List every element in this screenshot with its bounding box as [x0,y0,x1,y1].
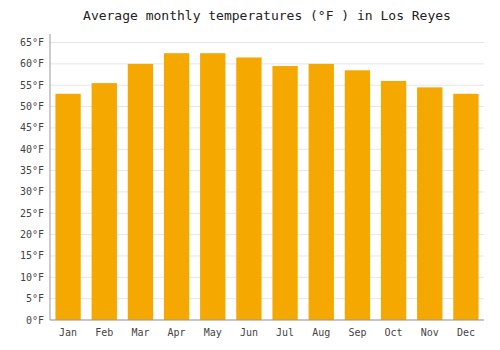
bar [92,83,117,320]
x-tick-label: Apr [168,327,186,338]
x-tick-label: May [204,327,222,338]
grid-line [50,320,484,321]
title: Average monthly temperatures (°F ) in Lo… [83,8,451,23]
x-tick-label: Jul [276,327,294,338]
chart-container: Average monthly temperatures (°F ) in Lo… [0,0,500,350]
x-tick-label: Nov [421,327,439,338]
grid-line [50,63,484,64]
bar [128,64,153,320]
x-tick-label: Oct [385,327,403,338]
y-tick-label: 10°F [20,272,44,283]
y-tick-label: 35°F [20,165,44,176]
bar [417,87,442,320]
bar [164,53,189,320]
y-tick-label: 15°F [20,250,44,261]
x-tick-label: Sep [348,327,366,338]
bar [345,70,370,320]
y-tick-label: 40°F [20,144,44,155]
y-tick-label: 20°F [20,229,44,240]
y-tick-label: 60°F [20,58,44,69]
x-tick-label: Jun [240,327,258,338]
y-tick-label: 25°F [20,208,44,219]
bars [55,53,478,320]
y-tick-label: 30°F [20,186,44,197]
y-tick-label: 45°F [20,122,44,133]
x-tick-label: Dec [457,327,475,338]
y-tick-label: 5°F [26,293,44,304]
x-tick-label: Aug [312,327,330,338]
bar [55,94,80,320]
x-axis-line [50,320,484,321]
grid-line [50,42,484,43]
y-tick-label: 65°F [20,37,44,48]
y-tick-label: 55°F [20,80,44,91]
bar [381,81,406,320]
bar [272,66,297,320]
grid [50,43,484,320]
y-tick-label: 50°F [20,101,44,112]
y-tick-label: 0°F [26,315,44,326]
x-tick-label: Mar [131,327,149,338]
x-tick-label: Jan [59,327,77,338]
bar [236,57,261,320]
y-axis-line [50,34,51,320]
bar [453,94,478,320]
bar [309,64,334,320]
bar [200,53,225,320]
x-tick-label: Feb [95,327,113,338]
chart: Average monthly temperatures (°F ) in Lo… [0,0,500,350]
